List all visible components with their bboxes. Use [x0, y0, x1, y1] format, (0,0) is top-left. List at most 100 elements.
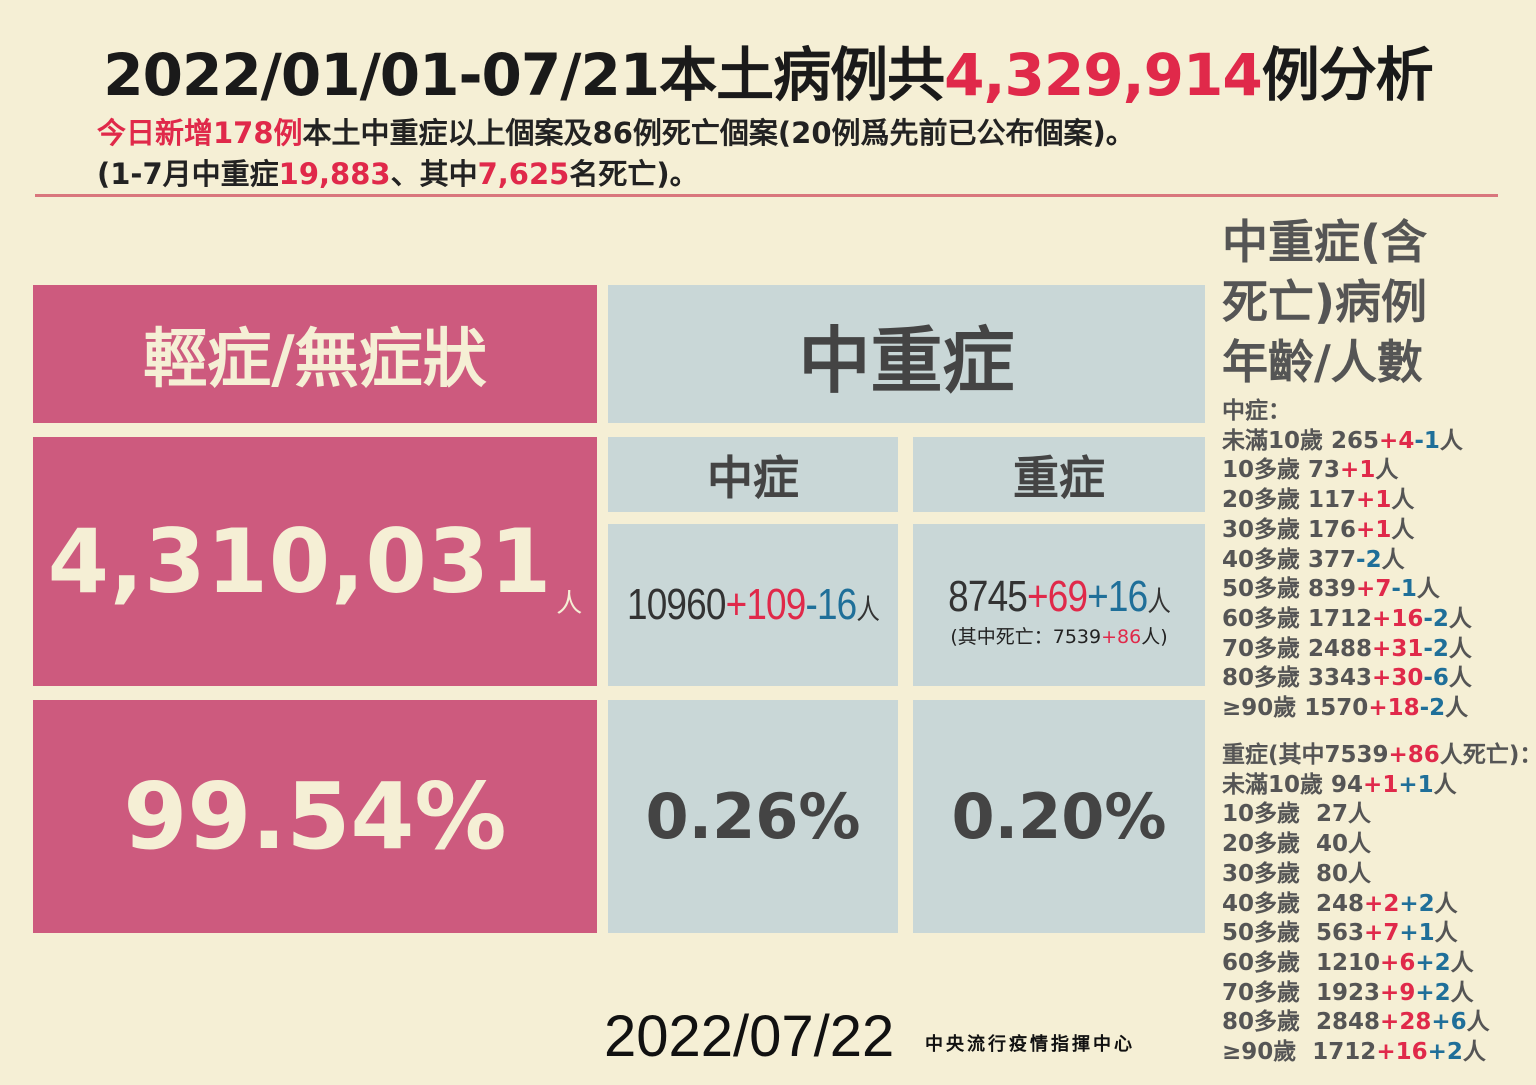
age-unit: 人 — [1391, 487, 1415, 514]
mild-count: 4,310,031 — [47, 510, 553, 613]
age-unit: 人 — [1348, 860, 1372, 887]
age-change: -2 — [1423, 605, 1449, 632]
age-group: 50多歲 — [1222, 576, 1301, 603]
age-row: 50多歲 563+7+1人 — [1222, 919, 1536, 949]
age-group: 80多歲 — [1222, 665, 1301, 692]
age-row: 未滿10歲 265+4-1人 — [1222, 427, 1472, 457]
title-suffix: 例分析 — [1261, 41, 1434, 109]
age-base-count: 176 — [1308, 516, 1357, 543]
age-row: ≥90歲 1570+18-2人 — [1222, 694, 1472, 724]
spacer — [1300, 576, 1308, 602]
age-increase: +1 — [1363, 771, 1399, 798]
age-base-count: 3343 — [1308, 665, 1373, 692]
age-base-count: 839 — [1308, 576, 1357, 603]
severe-age-list: 重症(其中7539+86人死亡)： 未滿10歲 94+1+1人 10多歲 27人 2… — [1222, 741, 1536, 1068]
age-change: -6 — [1423, 665, 1449, 692]
age-unit: 人 — [1348, 831, 1372, 858]
age-group: 40多歲 — [1222, 890, 1301, 917]
age-change: -1 — [1414, 427, 1440, 454]
age-row: 60多歲 1210+6+2人 — [1222, 949, 1536, 979]
age-base-count: 40 — [1316, 831, 1349, 858]
spacer — [1300, 487, 1308, 513]
age-change: +2 — [1415, 949, 1451, 976]
age-unit: 人 — [1448, 665, 1472, 692]
moderate-age-list: 中症： 未滿10歲 265+4-1人 10多歲 73+1人 20多歲 117+1人 3… — [1222, 397, 1472, 724]
mild-header-text: 輕症/無症狀 — [143, 323, 487, 397]
age-base-count: 73 — [1308, 457, 1341, 484]
moderate-list-label: 中症： — [1222, 398, 1291, 424]
subtitle-text: 、其中 — [390, 157, 478, 191]
spacer — [1300, 950, 1316, 976]
age-base-count: 117 — [1308, 487, 1357, 514]
age-increase: +6 — [1380, 949, 1416, 976]
title-total: 4,329,914 — [944, 41, 1263, 109]
age-increase: +18 — [1368, 695, 1420, 722]
age-increase: +2 — [1364, 890, 1400, 917]
severe-group-header: 中重症 — [608, 285, 1205, 423]
spacer — [1323, 772, 1331, 798]
divider — [35, 194, 1498, 197]
today-new-cases: 今日新增178例 — [97, 116, 303, 150]
age-row: 40多歲 377-2人 — [1222, 546, 1472, 576]
age-increase: +1 — [1356, 516, 1392, 543]
age-row: 30多歲 80人 — [1222, 860, 1536, 890]
spacer — [1300, 547, 1308, 573]
age-group: ≥90歲 — [1222, 1039, 1297, 1066]
age-base-count: 1923 — [1316, 979, 1381, 1006]
age-unit: 人 — [1381, 546, 1405, 573]
age-change: +2 — [1427, 1039, 1463, 1066]
severe-count-row: 8745+69+16人 — [927, 572, 1191, 622]
spacer — [1300, 665, 1308, 691]
age-increase: +28 — [1380, 1009, 1432, 1036]
age-panel-title-line: 死亡)病例 — [1222, 275, 1428, 329]
age-increase: +4 — [1379, 427, 1415, 454]
age-increase: +7 — [1364, 920, 1400, 947]
age-change: +6 — [1431, 1009, 1467, 1036]
age-panel-title-line: 年齡/人數 — [1222, 335, 1423, 389]
severe-list-label: 重症(其中7539+86人死亡)： — [1222, 741, 1536, 771]
spacer — [1323, 428, 1331, 454]
publish-date: 2022/07/22 — [604, 1004, 895, 1069]
age-base-count: 1210 — [1316, 949, 1381, 976]
age-row: 20多歲 40人 — [1222, 830, 1536, 860]
age-unit: 人 — [1448, 605, 1472, 632]
age-base-count: 248 — [1316, 890, 1365, 917]
age-increase: +16 — [1372, 605, 1424, 632]
severe-change: +16 — [1087, 571, 1148, 621]
age-row: 未滿10歲 94+1+1人 — [1222, 771, 1536, 801]
spacer — [1300, 861, 1316, 887]
age-group: 20多歲 — [1222, 487, 1301, 514]
age-change: -2 — [1423, 635, 1449, 662]
age-group: 40多歲 — [1222, 546, 1301, 573]
age-unit: 人 — [1348, 801, 1372, 828]
age-unit: 人 — [1416, 576, 1440, 603]
age-group: 10多歲 — [1222, 801, 1301, 828]
moderate-base: 10960 — [626, 580, 726, 629]
organization-name: 中央流行疫情指揮中心 — [925, 1034, 1135, 1055]
age-base-count: 94 — [1331, 771, 1364, 798]
age-unit: 人 — [1450, 979, 1474, 1006]
moderate-percent-cell: 0.26% — [608, 700, 898, 933]
page-title: 2022/01/01-07/21本土病例共4,329,914例分析 — [0, 28, 1536, 112]
severe-base: 8745 — [948, 571, 1028, 621]
severe-count-cell: 8745+69+16人 (其中死亡：7539+86人) — [913, 524, 1205, 686]
age-base-count: 80 — [1316, 860, 1349, 887]
age-base-count: 1712 — [1308, 605, 1373, 632]
age-unit: 人 — [1448, 635, 1472, 662]
age-row: 50多歲 839+7-1人 — [1222, 575, 1472, 605]
moderate-count-cell: 10960+109-16人 — [608, 524, 898, 686]
severe-unit: 人 — [1147, 585, 1171, 617]
moderate-header: 中症 — [608, 437, 898, 512]
age-group: 20多歲 — [1222, 831, 1301, 858]
age-increase: +30 — [1372, 665, 1424, 692]
age-unit: 人 — [1391, 516, 1415, 543]
age-change: -2 — [1356, 546, 1382, 573]
age-group: 30多歲 — [1222, 860, 1301, 887]
moderate-count: 10960+109-16人 — [626, 580, 880, 630]
death-note-text: 人) — [1141, 625, 1168, 648]
age-row: 70多歲 2488+31-2人 — [1222, 635, 1472, 665]
age-increase: +9 — [1380, 979, 1416, 1006]
age-increase: +16 — [1376, 1039, 1428, 1066]
spacer — [1300, 801, 1316, 827]
severe-total: 19,883 — [278, 157, 391, 191]
